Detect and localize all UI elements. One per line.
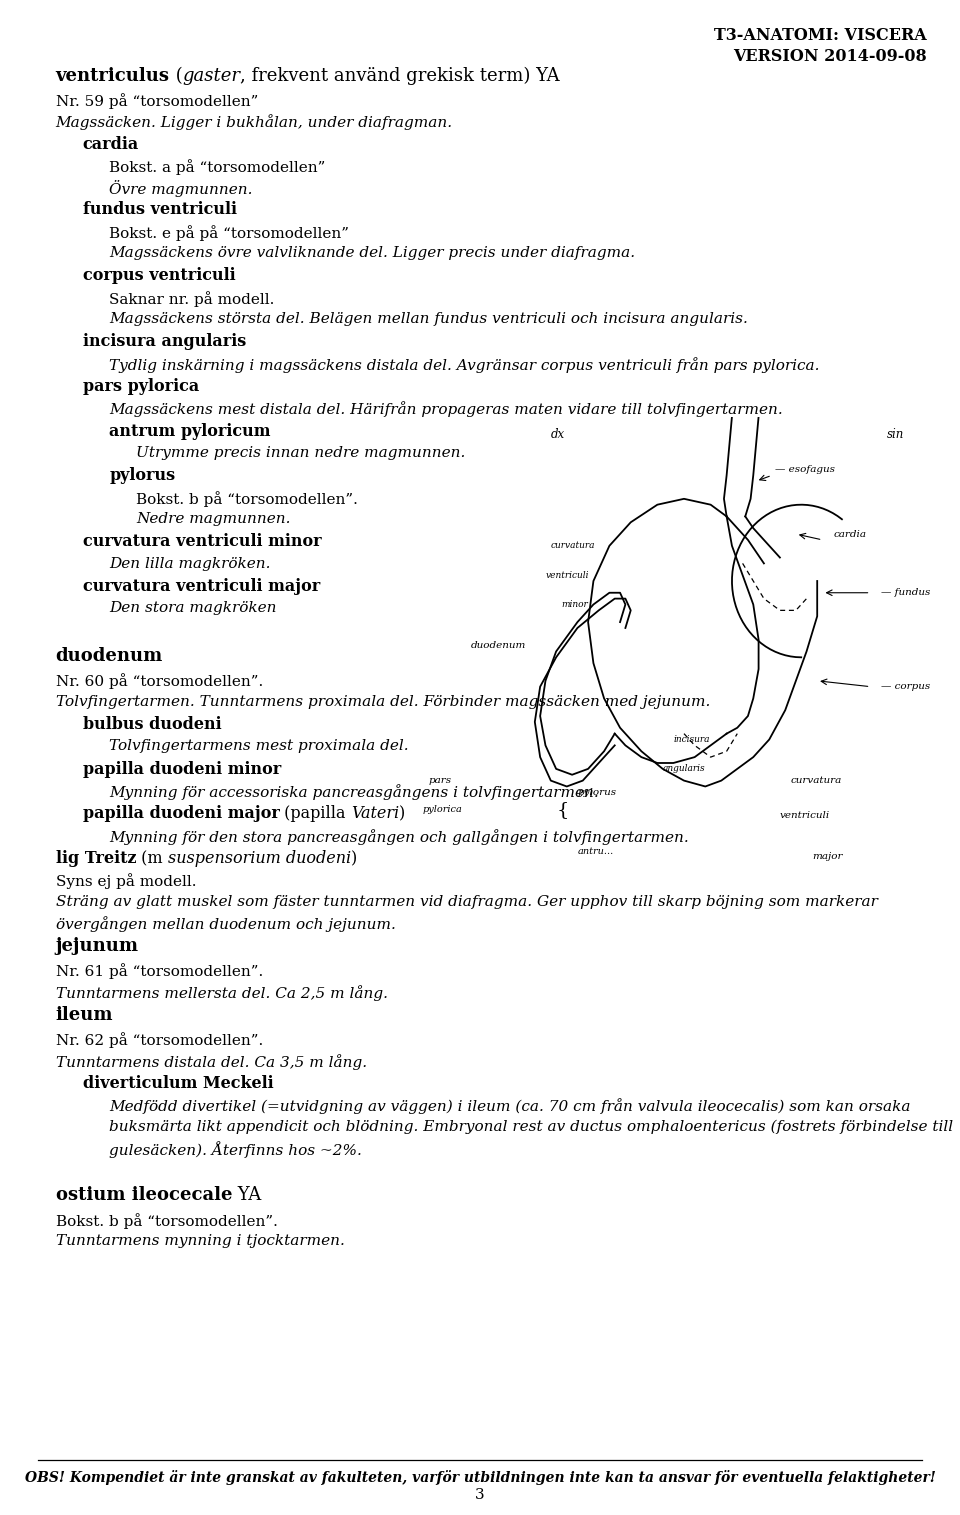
Text: Den stora magkröken: Den stora magkröken xyxy=(109,601,276,615)
Text: antru...: antru... xyxy=(578,847,613,856)
Text: antrum pyloricum: antrum pyloricum xyxy=(109,423,271,439)
Text: suspensorium duodeni: suspensorium duodeni xyxy=(168,850,351,867)
Text: Tolvfingertarmens mest proximala del.: Tolvfingertarmens mest proximala del. xyxy=(109,739,409,753)
Text: gulesäcken). Återfinns hos ~2%.: gulesäcken). Återfinns hos ~2%. xyxy=(109,1141,362,1157)
Text: Vateri: Vateri xyxy=(351,804,399,823)
Text: övergången mellan duodenum och jejunum.: övergången mellan duodenum och jejunum. xyxy=(56,915,396,932)
Text: Bokst. a på “torsomodellen”: Bokst. a på “torsomodellen” xyxy=(109,159,325,174)
Text: Mynning för den stora pancreasgången och gallgången i tolvfingertarmen.: Mynning för den stora pancreasgången och… xyxy=(109,829,689,844)
Text: OBS! Kompendiet är inte granskat av fakulteten, varför utbildningen inte kan ta : OBS! Kompendiet är inte granskat av faku… xyxy=(25,1470,935,1485)
Text: YA: YA xyxy=(232,1186,261,1204)
Text: — esofagus: — esofagus xyxy=(775,465,834,474)
Text: buksmärta likt appendicit och blödning. Embryonal rest av ductus omphaloentericu: buksmärta likt appendicit och blödning. … xyxy=(109,1120,953,1133)
Text: , frekvent använd grekisk term) YA: , frekvent använd grekisk term) YA xyxy=(240,67,560,85)
Text: ventriculus: ventriculus xyxy=(56,67,170,85)
Text: {: { xyxy=(556,801,568,820)
Text: Magssäckens mest distala del. Härifrån propageras maten vidare till tolvfingerta: Magssäckens mest distala del. Härifrån p… xyxy=(109,401,783,417)
Text: major: major xyxy=(812,853,842,862)
Text: Magssäcken. Ligger i bukhålan, under diafragman.: Magssäcken. Ligger i bukhålan, under dia… xyxy=(56,114,453,130)
Text: bulbus duodeni: bulbus duodeni xyxy=(83,715,221,733)
Text: diverticulum Meckeli: diverticulum Meckeli xyxy=(83,1076,274,1092)
Text: ): ) xyxy=(351,850,357,867)
Text: Medfödd divertikel (=utvidgning av väggen) i ileum (ca. 70 cm från valvula ileoc: Medfödd divertikel (=utvidgning av vägge… xyxy=(109,1098,911,1114)
Text: curvatura ventriculi major: curvatura ventriculi major xyxy=(83,577,320,595)
Text: lig Treitz: lig Treitz xyxy=(56,850,136,867)
Text: — corpus: — corpus xyxy=(881,682,930,691)
Text: pars: pars xyxy=(428,776,451,785)
Text: corpus ventriculi: corpus ventriculi xyxy=(83,267,235,285)
Text: curvatura: curvatura xyxy=(791,776,842,785)
Text: Nr. 61 på “torsomodellen”.: Nr. 61 på “torsomodellen”. xyxy=(56,964,263,979)
Text: curvatura: curvatura xyxy=(551,541,595,550)
Text: Bokst. e på på “torsomodellen”: Bokst. e på på “torsomodellen” xyxy=(109,224,349,241)
Text: ileum: ileum xyxy=(56,1006,113,1024)
Text: (m: (m xyxy=(136,850,168,867)
Text: pars pylorica: pars pylorica xyxy=(83,377,199,395)
Text: minor: minor xyxy=(562,600,588,609)
Text: Utrymme precis innan nedre magmunnen.: Utrymme precis innan nedre magmunnen. xyxy=(136,445,466,461)
Text: — fundus: — fundus xyxy=(881,588,930,597)
Text: gaster: gaster xyxy=(182,67,240,85)
Text: Magssäckens övre valvliknande del. Ligger precis under diafragma.: Magssäckens övre valvliknande del. Ligge… xyxy=(109,245,636,261)
Text: Nedre magmunnen.: Nedre magmunnen. xyxy=(136,512,291,526)
Text: papilla duodeni minor: papilla duodeni minor xyxy=(83,761,281,777)
Text: dx: dx xyxy=(551,427,564,441)
Text: Tunntarmens mellersta del. Ca 2,5 m lång.: Tunntarmens mellersta del. Ca 2,5 m lång… xyxy=(56,985,388,1000)
Text: pylorus: pylorus xyxy=(578,788,616,797)
Text: T3-ANATOMI: VISCERA: T3-ANATOMI: VISCERA xyxy=(713,27,926,44)
Text: Tolvfingertarmen. Tunntarmens proximala del. Förbinder magssäcken med jejunum.: Tolvfingertarmen. Tunntarmens proximala … xyxy=(56,694,710,709)
Text: Syns ej på modell.: Syns ej på modell. xyxy=(56,873,196,889)
Text: Bokst. b på “torsomodellen”.: Bokst. b på “torsomodellen”. xyxy=(56,1212,277,1229)
Text: Den lilla magkröken.: Den lilla magkröken. xyxy=(109,556,271,571)
Text: Tunntarmens mynning i tjocktarmen.: Tunntarmens mynning i tjocktarmen. xyxy=(56,1233,345,1248)
Text: Nr. 59 på “torsomodellen”: Nr. 59 på “torsomodellen” xyxy=(56,92,258,109)
Text: cardia: cardia xyxy=(83,136,139,153)
Text: Tunntarmens distala del. Ca 3,5 m lång.: Tunntarmens distala del. Ca 3,5 m lång. xyxy=(56,1054,367,1070)
Text: ventriculi: ventriculi xyxy=(780,812,830,820)
Text: Bokst. b på “torsomodellen”.: Bokst. b på “torsomodellen”. xyxy=(136,491,358,506)
Text: pylorus: pylorus xyxy=(109,467,176,485)
Text: ): ) xyxy=(399,804,405,823)
Text: (papilla: (papilla xyxy=(279,804,351,823)
Text: ventriculi: ventriculi xyxy=(545,571,589,580)
Text: Övre magmunnen.: Övre magmunnen. xyxy=(109,180,252,197)
Text: angularis: angularis xyxy=(662,765,706,773)
Text: jejunum: jejunum xyxy=(56,936,138,954)
Text: duodenum: duodenum xyxy=(56,647,163,665)
Text: duodenum: duodenum xyxy=(470,641,526,650)
Text: VERSION 2014-09-08: VERSION 2014-09-08 xyxy=(732,48,926,65)
Text: incisura angularis: incisura angularis xyxy=(83,333,246,350)
Text: sin: sin xyxy=(886,427,903,441)
Text: Magssäckens största del. Belägen mellan fundus ventriculi och incisura angularis: Magssäckens största del. Belägen mellan … xyxy=(109,312,748,326)
Text: incisura: incisura xyxy=(673,735,709,744)
Text: Tydlig inskärning i magssäckens distala del. Avgränsar corpus ventriculi från pa: Tydlig inskärning i magssäckens distala … xyxy=(109,356,820,373)
Text: Saknar nr. på modell.: Saknar nr. på modell. xyxy=(109,291,275,306)
Text: ostium ileocecale: ostium ileocecale xyxy=(56,1186,232,1204)
Text: Nr. 62 på “torsomodellen”.: Nr. 62 på “torsomodellen”. xyxy=(56,1033,263,1048)
Text: Sträng av glatt muskel som fäster tunntarmen vid diafragma. Ger upphov till skar: Sträng av glatt muskel som fäster tunnta… xyxy=(56,894,877,909)
Text: Nr. 60 på “torsomodellen”.: Nr. 60 på “torsomodellen”. xyxy=(56,673,263,689)
Text: fundus ventriculi: fundus ventriculi xyxy=(83,201,236,218)
Text: Mynning för accessoriska pancreasgångens i tolvfingertarmen.: Mynning för accessoriska pancreasgångens… xyxy=(109,783,599,800)
Text: pylorica: pylorica xyxy=(423,806,463,815)
Text: 3: 3 xyxy=(475,1488,485,1501)
Text: papilla duodeni major: papilla duodeni major xyxy=(83,804,279,823)
Text: curvatura ventriculi minor: curvatura ventriculi minor xyxy=(83,533,322,550)
Text: cardia: cardia xyxy=(833,530,866,538)
Text: (: ( xyxy=(170,67,182,85)
